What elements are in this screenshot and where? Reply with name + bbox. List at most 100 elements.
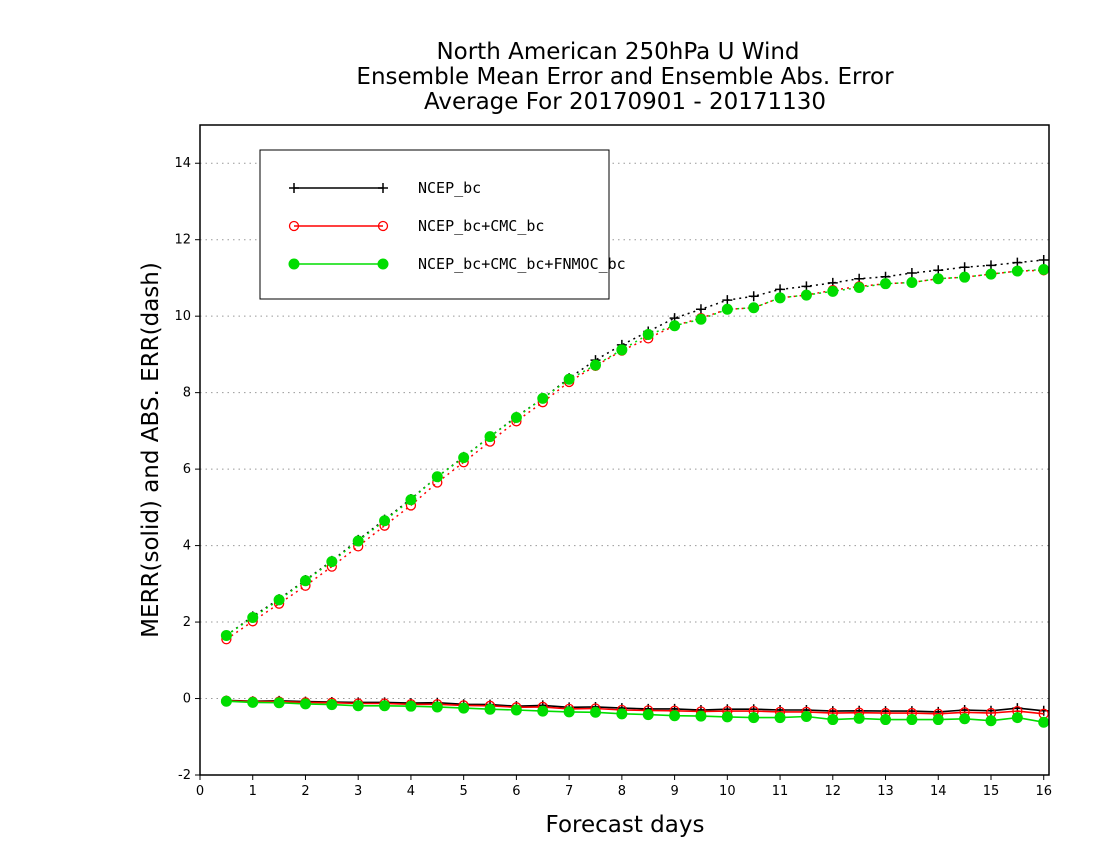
data-point (959, 262, 970, 273)
data-point (289, 183, 299, 193)
data-point (721, 303, 733, 315)
data-point (932, 273, 944, 285)
data-point (589, 359, 601, 371)
data-point (748, 302, 760, 314)
data-point (827, 285, 839, 297)
x-tick-label: 12 (825, 784, 842, 799)
data-point (299, 575, 311, 587)
abs-error-line (225, 268, 1044, 637)
data-point (959, 713, 971, 725)
data-point (906, 267, 917, 278)
abs-error-line (225, 259, 1044, 637)
x-tick-label: 5 (460, 784, 468, 799)
data-point (748, 291, 759, 302)
data-point (405, 494, 417, 506)
series-NCEP_bc+CMC_bc+FNMOC_bc (220, 264, 1050, 728)
data-point (642, 709, 654, 721)
data-point (616, 708, 628, 720)
x-tick-label: 6 (512, 784, 520, 799)
y-tick-label: 4 (183, 539, 191, 554)
data-point (589, 706, 601, 718)
data-point (510, 704, 522, 716)
data-point (1038, 716, 1050, 728)
x-tick-label: 7 (565, 784, 573, 799)
data-point (288, 220, 300, 232)
y-tick-label: 2 (183, 615, 191, 630)
chart-title-line-1: North American 250hPa U Wind (436, 39, 799, 65)
data-point (484, 703, 496, 715)
data-point (880, 278, 892, 290)
data-point (326, 699, 338, 711)
y-tick-label: 6 (183, 462, 191, 477)
series-NCEP_bc+CMC_bc (221, 265, 1049, 719)
x-axis-label: Forecast days (546, 812, 705, 838)
data-point (721, 711, 733, 723)
data-point (379, 515, 391, 527)
y-axis-label: MERR(solid) and ABS. ERR(dash) (138, 262, 164, 638)
data-point (405, 700, 417, 712)
y-tick-label: 0 (183, 692, 191, 707)
x-tick-label: 10 (719, 784, 736, 799)
x-tick-label: 3 (354, 784, 362, 799)
x-tick-label: 15 (983, 784, 1000, 799)
y-tick-label: 8 (183, 386, 191, 401)
data-point (985, 268, 997, 280)
data-point (299, 698, 311, 710)
x-tick-label: 1 (249, 784, 257, 799)
x-tick-label: 13 (877, 784, 894, 799)
data-point (458, 452, 470, 464)
data-point (800, 711, 812, 722)
data-point (273, 697, 285, 709)
data-point (537, 705, 549, 717)
data-point (431, 701, 443, 713)
y-tick-label: 14 (174, 156, 191, 171)
x-tick-label: 8 (618, 784, 626, 799)
data-point (247, 611, 259, 623)
x-tick-label: 4 (407, 784, 415, 799)
data-point (722, 295, 733, 306)
data-point (695, 710, 707, 722)
data-point (880, 714, 892, 726)
data-point (431, 471, 443, 483)
data-point (379, 700, 391, 712)
data-point (853, 282, 865, 293)
y-tick-label: 12 (174, 233, 191, 248)
data-point (247, 696, 259, 708)
data-point (352, 535, 364, 547)
chart-title-line-2: Ensemble Mean Error and Ensemble Abs. Er… (356, 64, 894, 90)
data-point (377, 258, 389, 270)
legend: NCEP_bc NCEP_bc+CMC_bc NCEP_bc+CMC_bc+FNMO… (259, 149, 626, 300)
data-point (378, 183, 388, 193)
data-point (827, 714, 839, 726)
x-tick-label: 9 (670, 784, 678, 799)
legend-label: NCEP_bc (418, 179, 481, 197)
x-tick-label: 11 (772, 784, 789, 799)
data-point (1011, 712, 1023, 724)
data-point (1011, 265, 1023, 277)
data-point (563, 706, 575, 718)
data-point (510, 412, 522, 423)
x-tick-label: 16 (1035, 784, 1052, 799)
data-point (985, 715, 997, 727)
legend-entry: NCEP_bc+CMC_bc+FNMOC_bc (288, 255, 626, 273)
legend-box (259, 149, 610, 300)
data-point (853, 712, 865, 724)
x-tick-label: 14 (930, 784, 947, 799)
data-point (326, 556, 338, 568)
series-NCEP_bc (221, 254, 1049, 717)
data-point (959, 271, 971, 283)
data-point (669, 710, 681, 722)
data-point (484, 431, 496, 443)
data-point (669, 320, 681, 332)
data-point (537, 392, 549, 404)
y-axis: -2 0 2 4 6 8 10 12 14 (174, 156, 200, 783)
y-tick-label: -2 (178, 768, 191, 783)
legend-label: NCEP_bc+CMC_bc+FNMOC_bc (418, 255, 626, 273)
chart-title-line-3: Average For 20170901 - 20171130 (424, 89, 826, 115)
data-point (352, 700, 364, 712)
x-axis: 0 1 2 3 4 5 6 7 8 9 10 11 12 13 14 15 16 (196, 775, 1052, 799)
abs-error-line (225, 269, 1044, 640)
data-point (695, 313, 707, 325)
legend-entry: NCEP_bc+CMC_bc (288, 217, 544, 235)
data-point (774, 712, 786, 724)
